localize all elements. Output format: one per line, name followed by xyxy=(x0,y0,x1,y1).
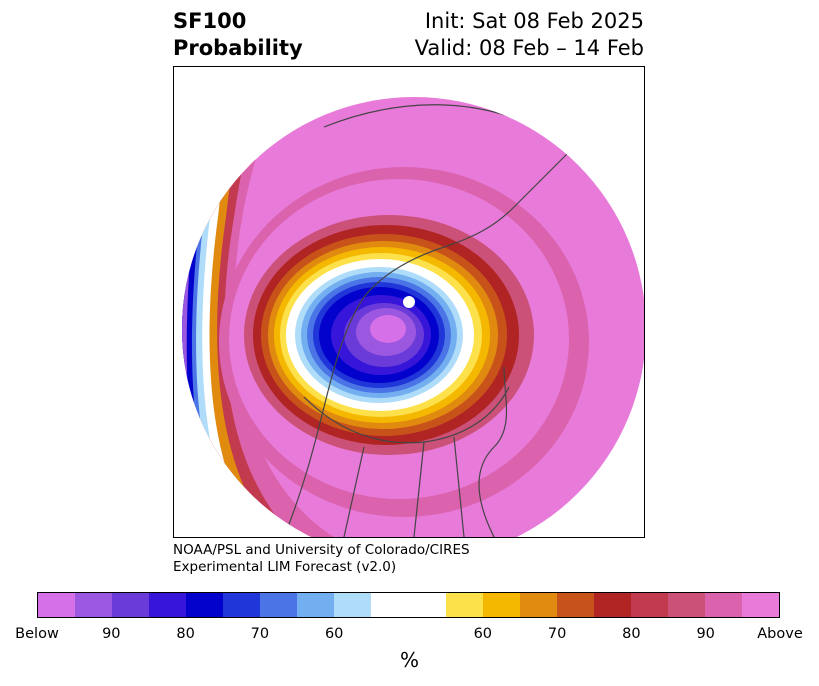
title-variable: SF100 xyxy=(173,9,247,33)
colorbar-segment xyxy=(297,593,335,617)
colorbar-segment xyxy=(112,593,150,617)
chart-title-left: SF100 Probability xyxy=(173,8,303,62)
title-init: Init: Sat 08 Feb 2025 xyxy=(424,9,644,33)
probability-map xyxy=(182,97,644,537)
colorbar-tick-label: Above xyxy=(757,626,803,642)
colorbar-segment xyxy=(408,593,446,617)
colorbar-segment xyxy=(38,593,76,617)
colorbar-segment xyxy=(334,593,372,617)
chart-title-right: Init: Sat 08 Feb 2025 Valid: 08 Feb – 14… xyxy=(415,8,644,62)
colorbar-segment xyxy=(186,593,224,617)
colorbar-segment xyxy=(223,593,261,617)
ring-below-core xyxy=(370,315,406,343)
colorbar-tick-label: 90 xyxy=(102,626,121,642)
colorbar-segment xyxy=(741,593,779,617)
title-valid: Valid: 08 Feb – 14 Feb xyxy=(414,36,644,60)
colorbar xyxy=(37,592,780,618)
colorbar-segment xyxy=(149,593,187,617)
colorbar-segment xyxy=(260,593,298,617)
colorbar-unit: % xyxy=(399,648,419,672)
colorbar-segment xyxy=(519,593,557,617)
colorbar-segment xyxy=(75,593,113,617)
colorbar-tick-labels: Below 90 80 70 60 60 70 80 90 Above xyxy=(0,626,819,646)
colorbar-tick-label: 60 xyxy=(324,626,344,642)
credit-text: NOAA/PSL and University of Colorado/CIRE… xyxy=(173,542,470,576)
title-type: Probability xyxy=(173,36,303,60)
colorbar-segment xyxy=(556,593,594,617)
colorbar-tick-label: 60 xyxy=(473,626,493,642)
colorbar-segment xyxy=(445,593,483,617)
pole-dot xyxy=(403,296,415,308)
colorbar-tick-label: 70 xyxy=(547,626,567,642)
colorbar-tick-label: Below xyxy=(15,626,59,642)
colorbar-segment xyxy=(630,593,668,617)
colorbar-tick-label: 80 xyxy=(622,626,641,642)
colorbar-segment xyxy=(482,593,520,617)
colorbar-tick-label: 80 xyxy=(176,626,195,642)
credit-line-2: Experimental LIM Forecast (v2.0) xyxy=(173,559,397,575)
colorbar-tick-label: 90 xyxy=(696,626,715,642)
colorbar-segment xyxy=(704,593,742,617)
colorbar-segment xyxy=(593,593,631,617)
colorbar-segment xyxy=(667,593,705,617)
credit-line-1: NOAA/PSL and University of Colorado/CIRE… xyxy=(173,542,470,558)
colorbar-segment xyxy=(371,593,409,617)
colorbar-tick-label: 70 xyxy=(250,626,270,642)
map-panel xyxy=(173,66,645,538)
map-disk xyxy=(182,97,644,537)
